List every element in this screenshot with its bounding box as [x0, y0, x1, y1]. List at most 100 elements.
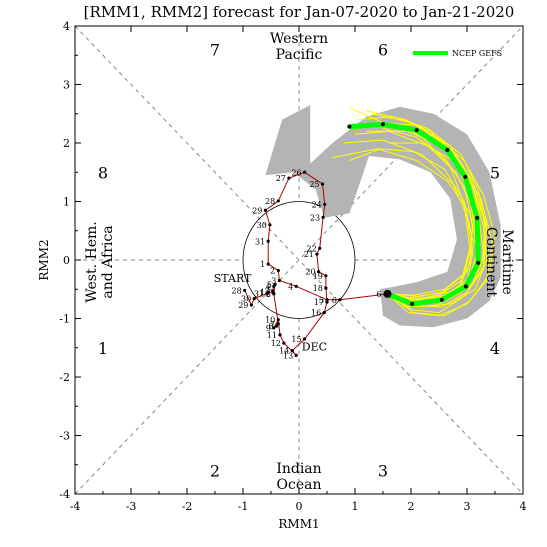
forecast-mean: [347, 121, 481, 307]
ensemble-members: [332, 107, 496, 317]
y-tick-label: -1: [59, 313, 70, 326]
region-label-top: Pacific: [276, 47, 323, 63]
y-tick-label: 0: [63, 254, 70, 267]
observed-point: [276, 199, 280, 203]
observed-day-label: 29: [252, 206, 262, 215]
observed-day-label: 9: [266, 324, 271, 333]
observed-day-label: 10: [265, 316, 275, 325]
phase-label: 5: [490, 163, 500, 182]
observed-point: [268, 223, 272, 227]
observed-point: [275, 324, 279, 328]
observed-point: [249, 303, 253, 307]
observed-point: [276, 268, 280, 273]
observed-day-label: 4: [266, 282, 271, 291]
x-tick-label: 0: [296, 500, 303, 513]
phase-label: 8: [98, 163, 108, 182]
x-tick-label: 4: [520, 500, 527, 513]
unit-circle: [242, 201, 356, 319]
observed-point: [318, 246, 322, 250]
observed-point: [324, 286, 328, 290]
observed-day-label: 29: [238, 301, 248, 310]
y-tick-label: 1: [63, 196, 70, 209]
observed-point: [325, 300, 329, 304]
observed-day-label: 5: [267, 281, 272, 290]
forecast-point: [475, 215, 480, 220]
observed-day-label: 31: [254, 289, 264, 298]
observed-point: [338, 298, 342, 302]
ensemble-member-line: [332, 148, 479, 301]
phase-label: 6: [378, 40, 388, 59]
region-label-bottom: Ocean: [277, 477, 322, 493]
observed-day-label: 18: [313, 284, 323, 293]
x-tick-label: -2: [182, 500, 193, 513]
observed-point: [294, 284, 298, 288]
observed-point: [272, 326, 276, 330]
observed-day-label: 22: [307, 244, 317, 253]
observed-day-label: 28: [265, 197, 275, 206]
legend-label-ncep-gefs: NCEP GEFS: [452, 49, 502, 58]
observed-day-label: 26: [291, 168, 301, 177]
forecast-point: [476, 260, 481, 265]
phase-label: 4: [490, 339, 500, 358]
observed-point: [243, 288, 247, 293]
legend: NCEP GEFS: [413, 49, 502, 58]
region-label-right: Continent: [483, 227, 499, 298]
observed-point: [322, 311, 326, 315]
observed-point: [252, 297, 256, 301]
observed-point: [294, 353, 298, 357]
observed-point: [278, 333, 282, 337]
region-label-left: and Africa: [100, 225, 116, 298]
observed-day-label: 27: [276, 174, 286, 183]
y-tick-label: -4: [59, 488, 70, 501]
observed-point: [320, 182, 325, 186]
observed-day-label: 24: [312, 200, 322, 209]
y-tick-label: 2: [63, 137, 70, 150]
forecast-point: [445, 148, 450, 153]
observed-day-label: 6: [332, 296, 337, 305]
observed-day-label: 7: [270, 320, 275, 329]
observed-day-label: 23: [310, 213, 320, 222]
observed-day-label: 2: [270, 267, 275, 276]
observed-day-label: 21: [304, 250, 314, 259]
ensemble-member-line: [387, 142, 493, 317]
y-tick-label: 4: [63, 20, 70, 33]
observed-day-label: 3: [271, 276, 276, 285]
observed-day-label: 30: [241, 295, 251, 304]
phase-label: 1: [98, 339, 108, 358]
forecast-point: [381, 122, 385, 127]
region-label-right: Maritime: [499, 229, 515, 295]
observed-point: [276, 318, 280, 322]
chart-title: [RMM1, RMM2] forecast for Jan-07-2020 to…: [84, 3, 515, 21]
y-tick-label: -2: [59, 371, 70, 384]
observed-line: [339, 293, 388, 301]
observed-point: [290, 349, 294, 353]
observed-point: [273, 282, 277, 287]
observed-point: [303, 170, 307, 174]
observed-point: [272, 292, 276, 296]
observed-day-label: 30: [257, 221, 267, 230]
observed-point: [271, 289, 275, 293]
forecast-point: [414, 128, 419, 133]
x-tick-label: 2: [408, 500, 415, 513]
ensemble-member-line: [387, 124, 496, 317]
observed-day-label: 25: [309, 180, 319, 189]
ensemble-member-line: [349, 148, 474, 299]
observed-day-label: 28: [231, 286, 241, 295]
y-tick-label: -3: [59, 430, 70, 443]
month-label: DEC: [302, 341, 327, 354]
observed-day-label: 1: [260, 260, 265, 269]
forecast-start-point: [383, 289, 392, 298]
observed-point: [282, 341, 286, 345]
region-label-bottom: Indian: [276, 461, 321, 477]
observed-point: [321, 215, 325, 219]
observed-point: [276, 322, 280, 326]
ensemble-spread: [265, 105, 501, 328]
forecast-point: [347, 124, 352, 129]
observed-point: [323, 202, 327, 207]
observed-day-label: 8: [269, 322, 274, 331]
observed-day-label: 11: [267, 331, 277, 340]
observed-point: [266, 239, 270, 243]
